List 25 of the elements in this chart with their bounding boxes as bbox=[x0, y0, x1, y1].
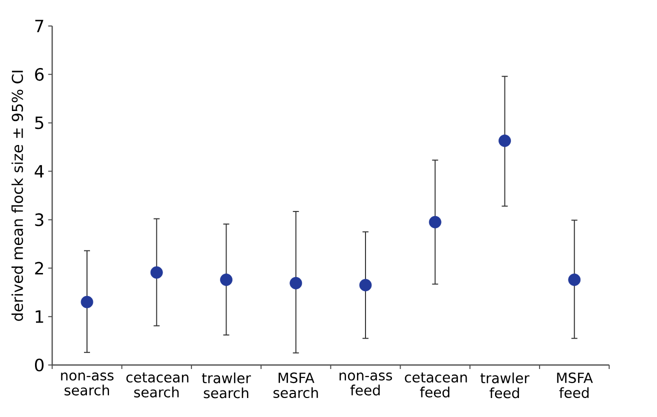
x-tick-label: cetacean feed bbox=[404, 372, 467, 398]
point bbox=[80, 296, 94, 308]
y-tick-label: 1 bbox=[36, 310, 44, 323]
x-tick-label: cetacean search bbox=[126, 372, 188, 398]
point bbox=[428, 216, 442, 228]
x-tick-label: MSFA search bbox=[273, 372, 318, 398]
x-tick-label: trawler feed bbox=[480, 372, 530, 398]
y-tick-label: 6 bbox=[35, 68, 44, 81]
point bbox=[220, 274, 232, 286]
point bbox=[150, 266, 163, 279]
x-tick-label: MSFA feed bbox=[557, 372, 593, 398]
point bbox=[359, 278, 372, 292]
point bbox=[498, 134, 511, 147]
x-tick-label: non-ass search bbox=[61, 372, 114, 396]
y-tick-label: 2 bbox=[35, 262, 43, 274]
y-axis-title: derived mean flock size ± 95% CI bbox=[12, 70, 24, 321]
point bbox=[290, 276, 302, 290]
y-tick-label: 0 bbox=[35, 358, 44, 372]
x-tick-label: non-ass feed bbox=[340, 372, 392, 396]
y-tick-label: 5 bbox=[35, 116, 44, 130]
y-tick-label: 4 bbox=[34, 165, 44, 178]
y-tick-label: 3 bbox=[35, 213, 44, 226]
y-tick-label: 7 bbox=[35, 20, 44, 32]
point bbox=[568, 274, 581, 286]
x-tick-label: trawler search bbox=[202, 372, 251, 398]
